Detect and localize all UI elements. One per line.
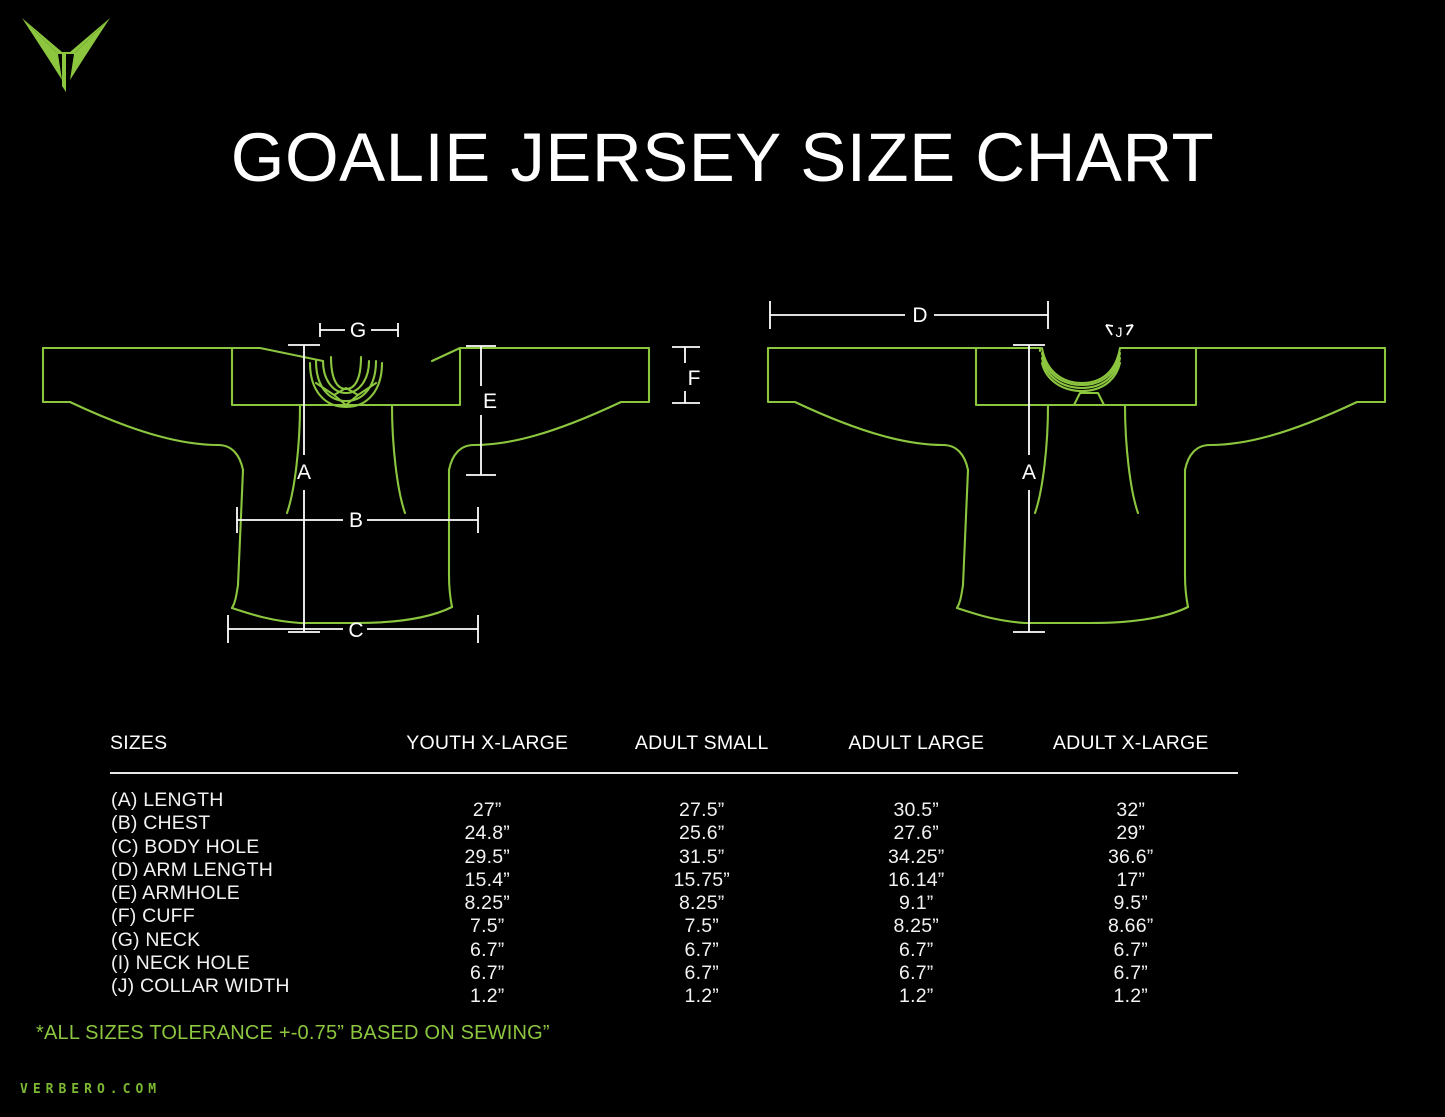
table-row: (B) CHEST 24.8” 25.6” 27.6” 29” [110,812,1238,844]
cell-value: 31.5” [679,845,725,868]
cell-value: 1.2” [899,985,934,1008]
table-row: (G) NECK 6.7” 6.7” 6.7” 6.7” [110,928,1238,961]
cell-value: 1.2” [684,985,719,1008]
row-label: (D) ARM LENGTH [111,858,274,881]
cell-value: 17” [1116,868,1146,891]
cell-value: 8.25” [893,915,939,938]
table-row: (I) NECK HOLE 6.7” 6.7” 6.7” 6.7” [110,952,1238,984]
table-row: (A) LENGTH 27” 27.5” 30.5” 32” [110,773,1238,821]
cell-value: 1.2” [1113,985,1148,1008]
cell-value: 6.7” [684,962,719,985]
tolerance-note: *ALL SIZES TOLERANCE +-0.75” BASED ON SE… [36,1022,550,1044]
logo-svg [22,18,110,92]
row-label: (I) NECK HOLE [111,952,251,975]
back-dimension-labels: D A J [912,304,1122,484]
dim-label-a: A [297,461,311,484]
dim-label-e: E [483,390,497,413]
cell-value: 16.14” [888,868,945,891]
cell-value: 27” [472,799,502,821]
measurements-table: SIZES YOUTH X-LARGE ADULT SMALL ADULT LA… [110,732,1238,1007]
row-label: (F) CUFF [111,905,195,928]
table-row: (F) CUFF 7.5” 7.5” 8.25” 8.66” [110,905,1238,937]
table-head: SIZES YOUTH X-LARGE ADULT SMALL ADULT LA… [110,732,1238,773]
column-header-adult-small: ADULT SMALL [634,732,769,754]
cell-value: 27.6” [893,822,939,845]
cell-value: 30.5” [893,799,939,821]
cell-value: 6.7” [470,962,505,985]
dim-label-j: J [1116,324,1123,340]
cell-value: 6.7” [1113,938,1148,961]
cell-value: 24.8” [464,822,510,845]
cell-value: 27.5” [679,799,725,821]
jersey-diagrams: G E A B C F [0,285,1445,675]
dim-label-c: C [348,619,363,642]
cell-value: 7.5” [684,915,719,938]
row-label: (E) ARMHOLE [111,882,240,905]
site-url: VERBERO.COM [20,1082,162,1097]
row-label: (C) BODY HOLE [111,835,260,858]
dim-label-d: D [912,304,927,327]
cell-value: 32” [1116,799,1146,821]
table-body: (A) LENGTH 27” 27.5” 30.5” 32” (B) CHEST… [110,773,1238,1007]
cell-value: 8.66” [1108,915,1154,938]
size-chart-table: SIZES YOUTH X-LARGE ADULT SMALL ADULT LA… [110,732,1238,1007]
table-row: (D) ARM LENGTH 15.4” 15.75” 16.14” 17” [110,858,1238,891]
cell-value: 29.5” [464,845,510,868]
dim-label-g: G [350,319,366,342]
cell-value: 6.7” [684,938,719,961]
cell-value: 7.5” [470,915,505,938]
cell-value: 8.25” [679,892,725,915]
cell-value: 8.25” [464,892,510,915]
dim-label-b: B [349,509,363,532]
column-header-adult-x-large: ADULT X-LARGE [1052,732,1209,754]
verbero-v-logo-icon [18,8,114,94]
column-header-youth-x-large: YOUTH X-LARGE [406,732,569,754]
dim-label-f: F [688,367,701,390]
table-row: (E) ARMHOLE 8.25” 8.25” 9.1” 9.5” [110,882,1238,914]
cell-value: 6.7” [899,962,934,985]
row-label: (J) COLLAR WIDTH [111,975,290,998]
table-row: (C) BODY HOLE 29.5” 31.5” 34.25” 36.6” [110,835,1238,868]
back-jersey-outline [766,346,1387,625]
cell-value: 6.7” [1113,962,1148,985]
cell-value: 9.1” [899,892,934,915]
row-label: (G) NECK [111,928,201,951]
front-dimension-lines [227,323,700,643]
page-title: GOALIE JERSEY SIZE CHART [230,119,1215,196]
table-row: (J) COLLAR WIDTH 1.2” 1.2” 1.2” 1.2” [110,975,1238,1007]
back-dimension-lines [769,301,1134,633]
front-dimension-labels: G E A B C F [297,319,700,642]
row-label: (B) CHEST [111,812,211,835]
cell-value: 1.2” [470,985,505,1008]
table-header-row: SIZES YOUTH X-LARGE ADULT SMALL ADULT LA… [110,732,1238,773]
row-label: (A) LENGTH [111,789,224,811]
cell-value: 15.75” [673,868,730,891]
cell-value: 25.6” [679,822,725,845]
diagram-svg: G E A B C F [41,301,1387,643]
cell-value: 6.7” [899,938,934,961]
cell-value: 34.25” [888,845,945,868]
cell-value: 36.6” [1108,845,1154,868]
cell-value: 9.5” [1113,892,1148,915]
front-jersey-outline [41,346,651,625]
cell-value: 29” [1116,822,1146,845]
cell-value: 6.7” [470,938,505,961]
dim-label-a-back: A [1022,461,1036,484]
cell-value: 15.4” [464,868,510,891]
column-header-adult-large: ADULT LARGE [848,732,985,754]
column-header-sizes: SIZES [110,732,168,754]
